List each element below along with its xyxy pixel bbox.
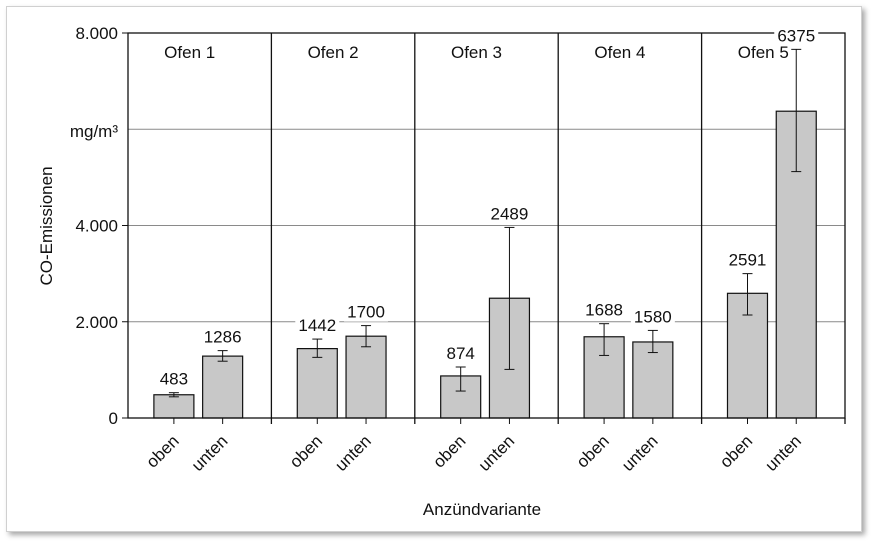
data-label-bg xyxy=(200,326,245,347)
bars xyxy=(153,48,817,419)
panel-title: Ofen 2 xyxy=(308,43,359,62)
data-label: 6375 xyxy=(777,26,815,45)
data-label: 1580 xyxy=(634,307,672,326)
co-emissions-chart: 0 2.000 4.000 8.000 Ofen 1 483 oben 1286 unten Of… xyxy=(37,24,846,519)
panel-title: Ofen 4 xyxy=(594,43,645,62)
bar xyxy=(202,355,244,419)
x-axis-title: Anzündvariante xyxy=(423,500,541,519)
x-tick-label: oben xyxy=(716,431,756,471)
plot-border xyxy=(127,32,846,419)
y-axis-unit: mg/m³ xyxy=(70,122,119,141)
panel-title: Ofen 5 xyxy=(738,43,789,62)
x-tick-label: unten xyxy=(618,431,662,475)
data-label: 483 xyxy=(160,370,188,389)
data-label-bg xyxy=(487,203,532,224)
x-tick-label: unten xyxy=(188,431,232,475)
panel-title: Ofen 1 xyxy=(164,43,215,62)
figure-frame xyxy=(6,6,862,532)
data-label-bg xyxy=(630,306,675,327)
data-label: 1700 xyxy=(347,303,385,322)
x-tick-label: oben xyxy=(286,431,326,471)
y-tick-label: 2.000 xyxy=(75,313,118,332)
data-label-bg xyxy=(344,301,389,322)
data-label: 1286 xyxy=(204,328,242,347)
data-label: 1688 xyxy=(585,301,623,320)
x-tick-label: oben xyxy=(573,431,613,471)
bar xyxy=(345,335,387,419)
grid-lines xyxy=(128,128,845,323)
y-tick-label: 0 xyxy=(109,409,118,428)
y-axis-title: CO-Emissionen xyxy=(37,166,56,285)
data-label-bg xyxy=(156,368,191,389)
data-label-bg xyxy=(774,25,819,46)
x-tick-label: oben xyxy=(143,431,183,471)
data-label-bg xyxy=(582,299,627,320)
y-tick-label: 8.000 xyxy=(75,24,118,43)
x-tick-label: oben xyxy=(429,431,469,471)
bar xyxy=(296,348,338,419)
x-tick-label: unten xyxy=(331,431,375,475)
data-label-bg xyxy=(443,342,478,363)
data-label: 1442 xyxy=(298,316,336,335)
x-tick-label: unten xyxy=(762,431,806,475)
data-label: 2591 xyxy=(729,251,767,270)
data-label: 2489 xyxy=(491,204,529,223)
bar xyxy=(153,394,195,419)
y-tick-label: 4.000 xyxy=(75,217,118,236)
panel-title: Ofen 3 xyxy=(451,43,502,62)
bar xyxy=(632,341,674,419)
data-label-bg xyxy=(295,315,340,336)
x-tick-label: unten xyxy=(475,431,519,475)
data-label: 874 xyxy=(447,344,475,363)
plot-frame xyxy=(122,32,846,424)
data-label-bg xyxy=(725,249,770,270)
